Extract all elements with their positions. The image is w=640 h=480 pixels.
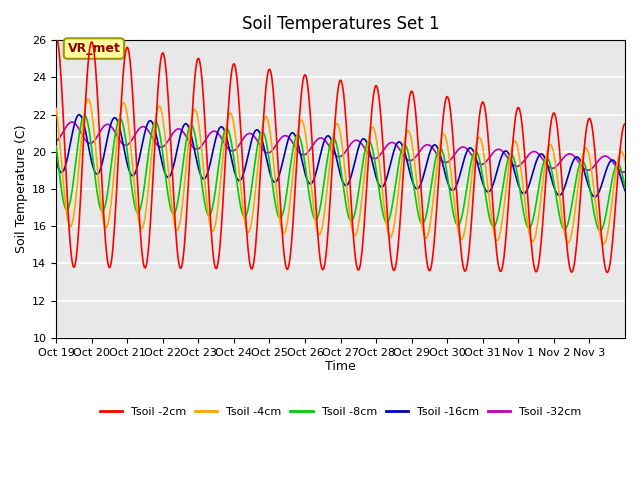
Y-axis label: Soil Temperature (C): Soil Temperature (C) <box>15 125 28 253</box>
X-axis label: Time: Time <box>325 360 356 373</box>
Legend: Tsoil -2cm, Tsoil -4cm, Tsoil -8cm, Tsoil -16cm, Tsoil -32cm: Tsoil -2cm, Tsoil -4cm, Tsoil -8cm, Tsoi… <box>95 403 586 422</box>
Text: VR_met: VR_met <box>67 42 120 55</box>
Title: Soil Temperatures Set 1: Soil Temperatures Set 1 <box>242 15 440 33</box>
